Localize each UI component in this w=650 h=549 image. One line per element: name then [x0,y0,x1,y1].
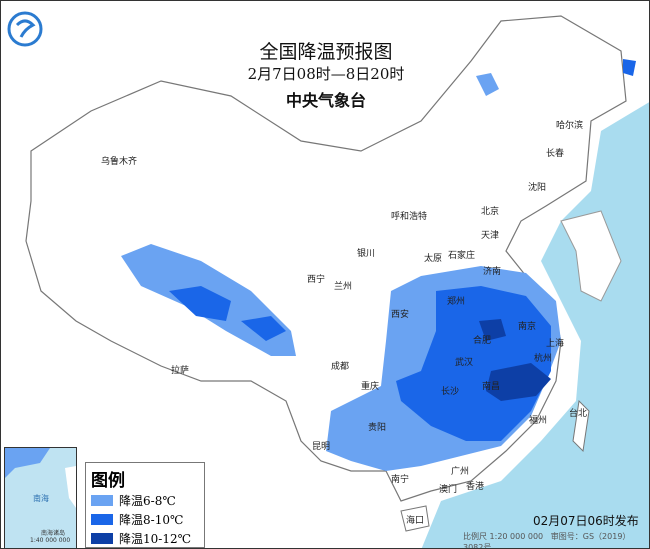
city-label: 台北 [569,409,588,419]
city-label: 天津 [481,231,500,241]
city-label: 杭州 [534,354,553,364]
map-scale-and-approval: 比例尺 1:20 000 000 审图号：GS（2019）3082号 [463,531,649,549]
city-label: 石家庄 [448,251,476,261]
legend-label: 降温10-12℃ [119,532,192,546]
city-label: 香港 [466,482,485,492]
legend-label: 降温8-10℃ [119,513,184,527]
city-label: 南京 [518,322,537,332]
city-label: 银川 [357,249,376,259]
cooling-zone-8-10 [241,316,286,341]
city-label: 上海 [546,339,565,349]
legend-title: 图例 [91,471,125,491]
cooling-zone-8-10 [623,59,636,76]
city-label: 合肥 [473,336,492,346]
city-label: 呼和浩特 [391,212,428,222]
city-label: 兰州 [334,282,353,292]
city-label: 沈阳 [528,183,547,193]
inset-sea-label: 南海 [33,494,49,503]
city-label: 西宁 [307,275,326,285]
city-label: 重庆 [361,382,380,392]
city-label: 昆明 [312,442,331,452]
cooling-zone-8-10 [396,286,551,441]
approval-number: 审图号：GS（2019）3082号 [463,532,631,549]
city-label: 长沙 [441,387,460,397]
city-label: 海口 [406,516,425,526]
south-china-sea-inset: 南海 南海诸岛 1:40 000 000 [4,447,77,548]
forecast-period: 2月7日08时—8日20时 [247,65,405,83]
city-label: 哈尔滨 [556,121,584,131]
city-label: 拉萨 [171,366,190,376]
city-label: 广州 [451,467,470,477]
city-label: 西安 [391,310,410,320]
city-label: 南昌 [482,382,501,392]
legend-item: 降温8-10℃ [91,510,204,529]
cma-logo-icon [7,11,43,51]
legend-swatch [91,495,113,506]
cooling-zone-8-10 [169,286,231,321]
taiwan [572,399,590,453]
legend-item: 降温6-8℃ [91,491,204,510]
map-scale: 比例尺 1:20 000 000 [463,532,544,541]
inset-title: 南海诸岛 [41,530,66,537]
city-label: 贵阳 [368,423,387,433]
legend: 图例 降温6-8℃ 降温8-10℃ 降温10-12℃ [85,462,205,548]
city-label: 乌鲁木齐 [101,157,138,167]
korea-peninsula [560,210,622,302]
legend-item: 降温10-12℃ [91,529,204,548]
city-label: 成都 [331,362,350,372]
city-label: 澳门 [439,485,458,495]
legend-swatch [91,533,113,544]
city-label: 南宁 [391,475,410,485]
legend-label: 降温6-8℃ [119,494,176,508]
legend-swatch [91,514,113,525]
city-label: 长春 [546,149,565,159]
cooling-zone-10-12 [479,319,506,341]
city-label: 福州 [529,416,548,426]
city-label: 济南 [483,267,502,277]
cooling-zone-10-12 [486,363,551,401]
map-title: 全国降温预报图 [259,41,393,63]
city-label: 太原 [424,254,443,264]
city-label: 郑州 [447,297,466,307]
city-label: 北京 [481,207,500,217]
inset-scale: 1:40 000 000 [30,537,71,544]
issue-time: 02月07日06时发布 [533,514,639,528]
cooling-zone-6-8 [476,73,499,96]
issuing-organization: 中央气象台 [285,91,366,110]
city-label: 武汉 [455,358,474,368]
hainan [400,505,430,532]
